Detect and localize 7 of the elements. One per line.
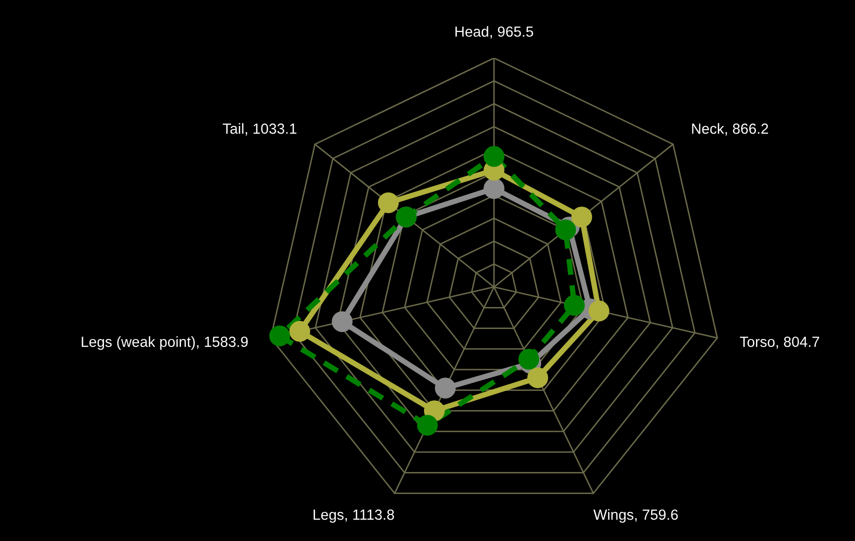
spoke-label: Legs, 1113.8 bbox=[314, 510, 394, 523]
spoke-label: Tail, 1033.1 bbox=[222, 123, 296, 136]
spoke-label: Neck, 866.2 bbox=[692, 123, 768, 136]
spoke-label: Legs (weak point), 1583.9 bbox=[82, 336, 248, 350]
spoke-label: Torso, 804.7 bbox=[740, 336, 820, 349]
spoke-label: Head, 965.5 bbox=[455, 26, 534, 39]
spoke-label: Wings, 759.6 bbox=[593, 509, 678, 523]
